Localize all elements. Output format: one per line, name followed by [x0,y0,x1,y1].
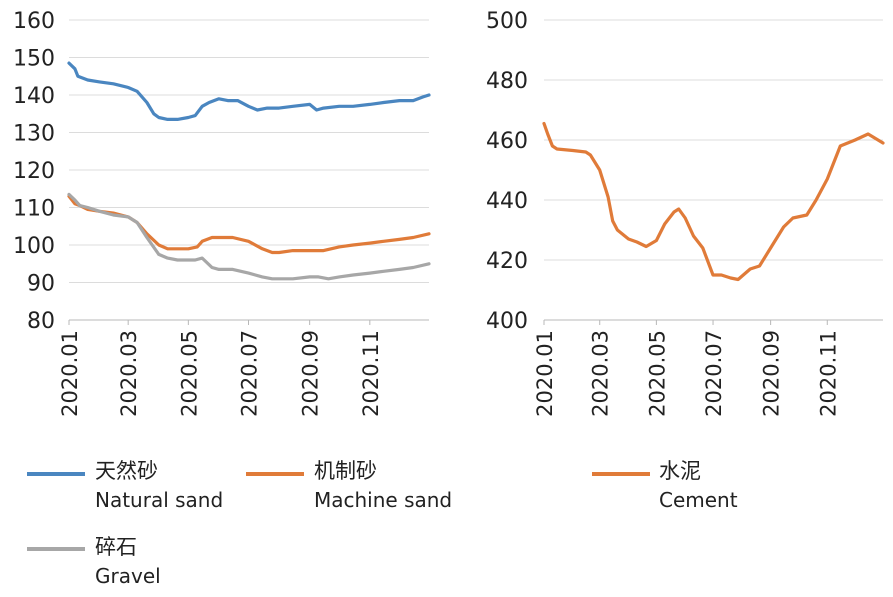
y-tick-label: 480 [486,69,528,94]
y-tick-label: 440 [486,189,528,214]
series-line-cement [542,121,885,282]
x-tick-label: 2020.05 [645,330,669,417]
x-tick-label: 2020.11 [359,330,383,417]
y-tick-label: 160 [13,9,55,34]
chart-left: 80 90 100 110 120 130 140 150 160 2020.01 2020.03 2… [13,9,431,417]
legend-label-en-gravel: Gravel [95,564,161,588]
legend-label-cn-machine-sand: 机制砂 [314,459,377,483]
series-line-gravel [67,192,431,281]
legend-label-cn-gravel: 碎石 [95,535,137,559]
y-tick-label: 100 [13,234,55,259]
y-tick-label: 140 [13,84,55,109]
y-tick-label: 90 [27,272,55,297]
y-tick-label: 150 [13,47,55,72]
x-tick-label: 2020.01 [58,330,82,417]
x-tick-label: 2020.11 [816,330,840,417]
series-line-natural-sand [67,61,431,122]
legend-swatch-machine-sand [246,472,304,476]
y-tick-label: 110 [13,197,55,222]
legend-label-en-natural-sand: Natural sand [95,488,224,512]
x-tick-label: 2020.03 [117,330,141,417]
x-tick-label: 2020.05 [177,330,201,417]
y-tick-label: 400 [486,309,528,334]
x-tick-label: 2020.03 [589,330,613,417]
legend-label-en-machine-sand: Machine sand [314,488,453,512]
legend-label-en-cement: Cement [659,488,738,512]
legend-swatch-natural-sand [27,472,85,476]
legend-swatch-cement [592,472,650,476]
legend-swatch-gravel [27,547,85,551]
x-tick-label: 2020.01 [533,330,557,417]
x-tick-label: 2020.07 [238,330,262,417]
series-line-machine-sand [67,194,431,255]
legend-label-cn-cement: 水泥 [659,459,701,483]
y-tick-label: 120 [13,159,55,184]
y-tick-label: 460 [486,129,528,154]
legend-label-cn-natural-sand: 天然砂 [95,459,158,483]
y-tick-label: 80 [27,309,55,334]
x-tick-label: 2020.09 [299,330,323,417]
y-tick-label: 420 [486,249,528,274]
x-tick-label: 2020.09 [760,330,784,417]
y-tick-label: 500 [486,9,528,34]
chart-right: 400 420 440 460 480 500 2020.01 2020.03 2020.05 2… [486,9,885,417]
y-tick-label: 130 [13,122,55,147]
x-tick-label: 2020.07 [702,330,726,417]
